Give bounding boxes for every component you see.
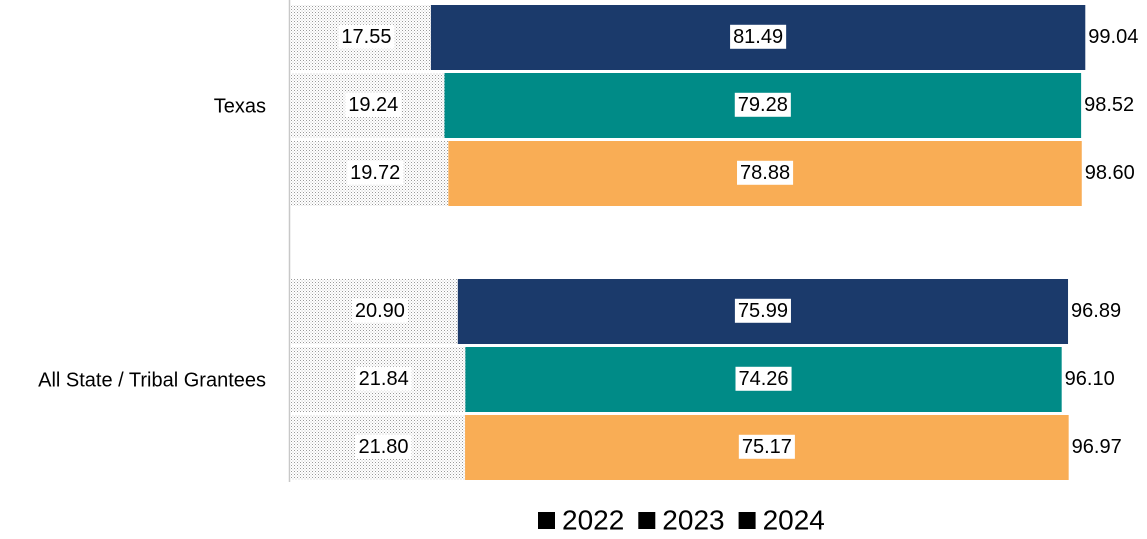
label-box bbox=[738, 434, 795, 459]
label-box bbox=[355, 366, 412, 391]
value-label: 79.28 bbox=[738, 94, 788, 116]
value-label: 78.88 bbox=[740, 162, 790, 184]
category-label: All State / Tribal Grantees bbox=[38, 369, 266, 391]
label-box bbox=[347, 160, 404, 185]
legend-label: 2024 bbox=[763, 504, 825, 535]
legend-label: 2023 bbox=[662, 504, 724, 535]
value-label: 17.55 bbox=[341, 26, 391, 48]
total-label: 98.52 bbox=[1084, 94, 1134, 116]
value-label: 20.90 bbox=[355, 300, 405, 322]
value-label: 21.84 bbox=[359, 368, 409, 390]
label-box bbox=[730, 24, 787, 49]
total-label: 96.89 bbox=[1071, 300, 1121, 322]
value-label: 74.26 bbox=[738, 368, 788, 390]
legend-marker bbox=[538, 512, 555, 529]
total-label: 96.97 bbox=[1072, 436, 1122, 458]
label-box bbox=[734, 92, 791, 117]
value-label: 75.17 bbox=[742, 436, 792, 458]
legend-marker bbox=[638, 512, 656, 529]
total-label: 99.04 bbox=[1088, 26, 1138, 48]
label-box bbox=[338, 24, 395, 49]
label-box bbox=[351, 298, 408, 323]
value-label: 19.24 bbox=[348, 94, 398, 116]
label-box bbox=[737, 160, 794, 185]
value-label: 21.80 bbox=[358, 436, 408, 458]
legend: 2022 2023 2024 bbox=[538, 504, 825, 535]
value-label: 75.99 bbox=[738, 300, 788, 322]
category-label: Texas bbox=[214, 95, 266, 117]
legend-marker bbox=[738, 512, 756, 529]
total-label: 96.10 bbox=[1065, 368, 1115, 390]
label-box bbox=[355, 434, 412, 459]
total-label: 98.60 bbox=[1085, 162, 1135, 184]
legend-label: 2022 bbox=[562, 504, 624, 535]
label-box bbox=[345, 92, 402, 117]
label-box bbox=[734, 298, 791, 323]
value-label: 19.72 bbox=[350, 162, 400, 184]
label-box bbox=[735, 366, 792, 391]
value-label: 81.49 bbox=[733, 26, 783, 48]
